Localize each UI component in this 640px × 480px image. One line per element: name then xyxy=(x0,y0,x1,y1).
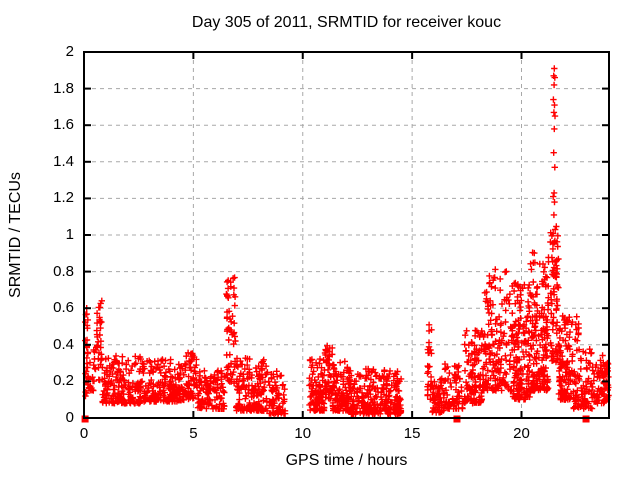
y-tick-label: 0.2 xyxy=(53,372,74,390)
x-tick-label: 5 xyxy=(189,425,198,442)
x-tick-label: 20 xyxy=(513,425,530,442)
x-tick-label: 0 xyxy=(79,425,89,442)
y-tick-label: 0.6 xyxy=(53,299,74,317)
y-tick-label: 2 xyxy=(65,43,74,60)
y-tick-label: 0 xyxy=(65,409,74,426)
chart-title: Day 305 of 2011, SRMTID for receiver kou… xyxy=(191,14,502,31)
x-tick-label: 15 xyxy=(403,425,421,442)
y-tick-label: 1.6 xyxy=(53,116,74,134)
x-tick-label: 10 xyxy=(294,425,312,442)
y-tick-label: 1.8 xyxy=(53,79,74,97)
y-tick-label: 1.2 xyxy=(53,189,74,207)
y-tick-label: 1.4 xyxy=(53,152,74,170)
scatter-points xyxy=(82,65,612,418)
y-tick-label: 1 xyxy=(65,226,74,243)
y-tick-label: 0.8 xyxy=(53,262,74,280)
x-axis-label: GPS time / hours xyxy=(285,452,408,469)
y-tick-label: 0.4 xyxy=(53,335,74,353)
